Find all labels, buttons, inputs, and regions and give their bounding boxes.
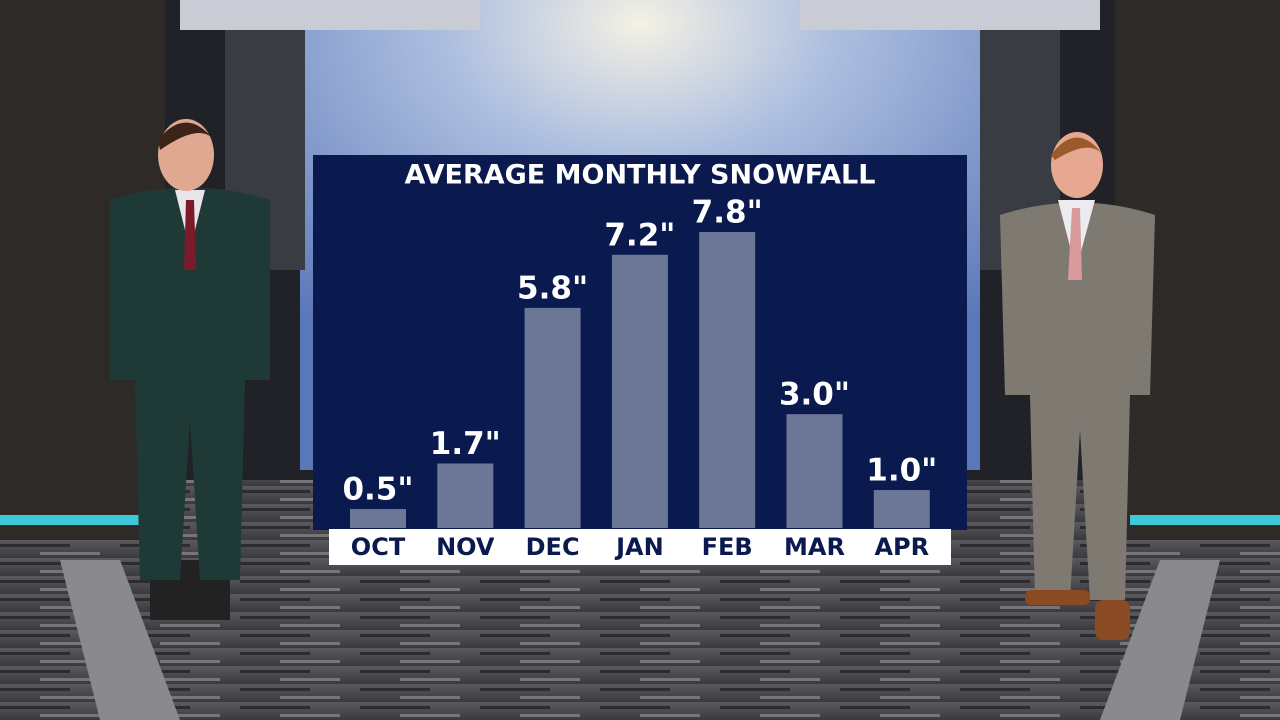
category-label: APR — [874, 533, 929, 561]
value-label: 5.8" — [517, 270, 588, 306]
category-label: FEB — [702, 533, 753, 561]
bar — [873, 490, 930, 528]
value-label: 3.0" — [779, 377, 850, 413]
chart-title: AVERAGE MONTHLY SNOWFALL — [405, 160, 876, 191]
light-strip — [0, 515, 160, 525]
presenter-right — [1000, 132, 1155, 640]
presenter-left — [110, 119, 270, 620]
plot: 0.5" OCT 1.7" NOV 5.8" DEC 7.2" JAN 7.8" FEB 3.0" M… — [342, 195, 937, 562]
floor-stripe — [60, 560, 180, 720]
value-label: 1.7" — [430, 426, 501, 462]
category-label: NOV — [436, 533, 495, 561]
bar — [437, 463, 494, 528]
value-label: 0.5" — [342, 472, 413, 508]
bar — [786, 414, 843, 528]
value-label: 7.2" — [604, 217, 675, 253]
bar — [699, 232, 756, 528]
category-label: JAN — [614, 533, 664, 561]
value-label: 7.8" — [692, 195, 763, 231]
bar — [350, 509, 406, 528]
bar — [611, 254, 668, 528]
screen-frame — [180, 0, 480, 30]
screen-frame — [800, 0, 1100, 30]
category-strip — [329, 529, 951, 565]
value-label: 1.0" — [866, 453, 937, 489]
category-label: DEC — [526, 533, 580, 561]
category-label: MAR — [784, 533, 845, 561]
light-strip — [1130, 515, 1280, 525]
floor-stripe — [1100, 560, 1220, 720]
category-label: OCT — [351, 533, 406, 561]
bar — [524, 307, 581, 528]
